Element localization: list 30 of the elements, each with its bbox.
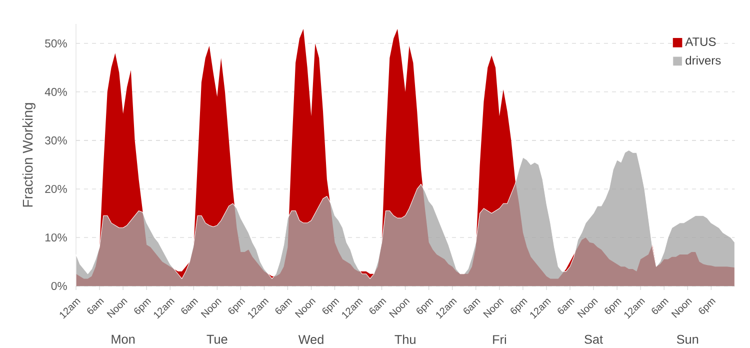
y-tick-label: 50% [45,39,67,48]
y-tick-label: 20% [45,184,67,193]
x-tick-label: 6pm [134,298,152,314]
x-tick-label: 6am [275,298,292,314]
x-tick-label: 6pm [510,298,528,314]
x-tick-label: 6am [558,298,574,314]
y-tick-label: 0% [51,282,67,290]
x-tick-label: 6am [369,298,386,314]
x-tick-label: 6pm [228,298,246,314]
text: Tue [206,334,228,344]
text: Sun [676,334,698,344]
x-tick-label: 6pm [416,298,434,314]
legend-label: drivers [686,56,721,65]
text: Sat [584,334,603,344]
x-tick-label: 6am [181,298,198,314]
x-tick-label: 6pm [604,298,622,314]
text: Thu [394,334,416,344]
text: Wed [298,334,324,344]
x-tick-label: 6pm [322,298,340,314]
text: Mon [112,334,135,344]
y-tick-label: 40% [44,88,67,96]
legend-label: ATUS [685,37,716,46]
y-tick-label: 30% [45,136,67,144]
x-tick-label: 6am [464,298,480,314]
y-axis-title: Fraction Working [22,103,36,207]
y-tick-label: 10% [45,233,67,242]
x-tick-label: 6am [652,298,669,314]
text: Fri [493,334,506,344]
x-tick-label: 6am [87,298,104,314]
x-tick-label: 6pm [698,298,716,314]
